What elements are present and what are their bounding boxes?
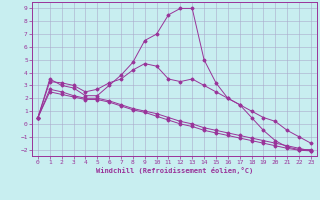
X-axis label: Windchill (Refroidissement éolien,°C): Windchill (Refroidissement éolien,°C) bbox=[96, 167, 253, 174]
